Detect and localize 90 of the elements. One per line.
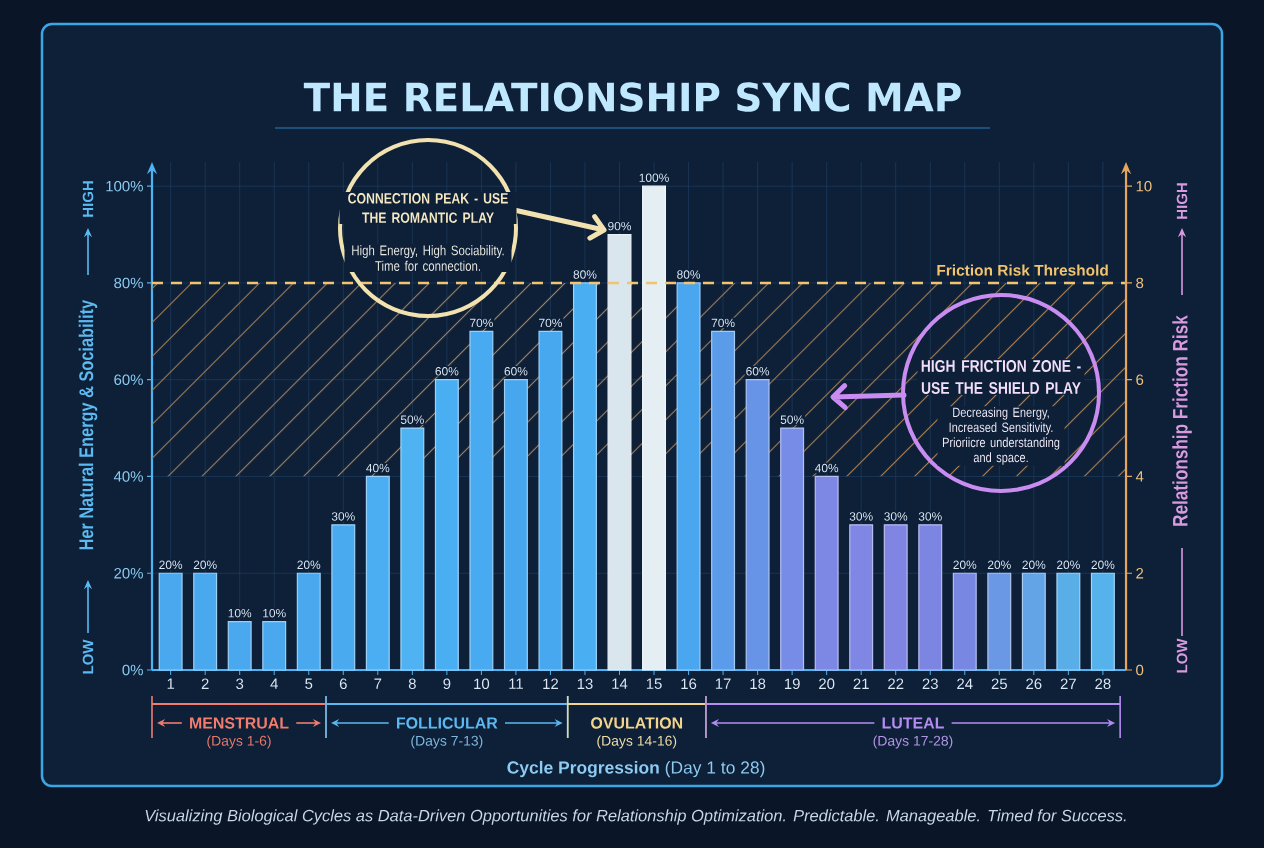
- data-label: 60%: [435, 367, 459, 376]
- x-tick-label: 7: [374, 678, 382, 689]
- data-label: 20%: [987, 560, 1011, 570]
- x-tick-label: 16: [681, 678, 697, 690]
- text: LOW: [1176, 638, 1188, 673]
- data-label: 100%: [639, 173, 669, 182]
- annotation: Decreasing Energy, Increased Sensitivity. Prioriicre understanding and space.: [942, 407, 1060, 465]
- data-label: 50%: [780, 415, 804, 424]
- text: HIGH: [82, 181, 94, 217]
- x-tick-label: 20: [819, 678, 835, 690]
- text: LUTEAL: [882, 717, 944, 729]
- data-label: 50%: [400, 415, 424, 424]
- data-label: 40%: [366, 463, 390, 473]
- x-tick-label: 24: [957, 678, 973, 689]
- data-label: 30%: [918, 512, 942, 521]
- text: FOLLICULAR: [397, 717, 498, 729]
- text: (Days 7-13): [411, 735, 483, 749]
- data-label: 20%: [1022, 560, 1046, 570]
- text: (Days 14-16): [597, 735, 677, 749]
- data-label: 20%: [193, 560, 217, 570]
- x-tick-label: 18: [750, 678, 766, 690]
- data-label: 70%: [470, 318, 493, 328]
- x-tick-label: 22: [888, 678, 904, 689]
- y-tick-label: 60%: [114, 374, 143, 385]
- y2-tick-label: 6: [1136, 374, 1144, 385]
- y-axis-title: Her Natural Energy & Sociability: [78, 299, 98, 550]
- data-label: 30%: [884, 512, 908, 521]
- data-label: 90%: [608, 221, 632, 231]
- data-label: 30%: [849, 512, 873, 521]
- chart-title: THE RELATIONSHIP SYNC MAP: [303, 82, 961, 112]
- data-label: 70%: [539, 318, 562, 328]
- data-label: 20%: [297, 560, 321, 570]
- x-tick-label: 21: [853, 678, 869, 689]
- annotation: HIGH FRICTION ZONE - USE THE SHIELD PLAY: [921, 359, 1081, 394]
- y-tick-label: 40%: [113, 471, 143, 482]
- x-axis-title: Cycle Progression (Day 1 to 28): [507, 760, 765, 778]
- text: Visualizing Biological Cycles as Data-Driven Opportunities for Relationship Optimization. Predictable. Manageable. Timed for Success.: [145, 809, 1126, 825]
- x-tick-label: 5: [305, 678, 313, 689]
- annotation: High Energy, High Sociability. Time for connection.: [352, 245, 504, 271]
- x-tick-label: 2: [201, 678, 209, 689]
- data-label: 10%: [228, 608, 252, 618]
- y2-tick-label: 2: [1136, 568, 1144, 579]
- x-tick-label: 25: [991, 678, 1007, 690]
- x-tick-label: 8: [408, 678, 416, 690]
- y2-axis-title: Relationship Friction Risk: [1172, 315, 1192, 526]
- x-tick-label: 15: [646, 678, 662, 689]
- annotation: CONNECTION PEAK - USE THE ROMANTIC PLAY: [348, 192, 508, 223]
- y2-tick-label: 8: [1136, 277, 1144, 289]
- text: LOW: [82, 639, 94, 674]
- y-tick-label: 0%: [122, 664, 143, 676]
- data-label: 10%: [263, 608, 286, 618]
- x-tick-label: 12: [543, 678, 558, 689]
- text: OVULATION: [591, 717, 683, 729]
- data-label: 40%: [814, 463, 839, 473]
- data-label: 20%: [1056, 560, 1080, 570]
- y2-tick-label: 4: [1135, 471, 1144, 482]
- data-label: 80%: [677, 270, 701, 279]
- y-tick-label: 100%: [106, 180, 143, 192]
- x-tick-label: 3: [236, 678, 244, 690]
- data-label: 20%: [953, 560, 977, 570]
- x-tick-label: 11: [509, 678, 523, 689]
- y-tick-label: 80%: [114, 277, 143, 289]
- text: MENSTRUAL: [190, 717, 289, 729]
- data-label: 60%: [746, 367, 770, 376]
- text: (Days 1-6): [207, 735, 271, 749]
- data-label: 80%: [573, 270, 597, 279]
- x-tick-label: 27: [1060, 678, 1076, 689]
- data-label: 20%: [1091, 560, 1115, 570]
- y2-tick-label: 10: [1136, 180, 1152, 192]
- x-tick-label: 14: [612, 678, 628, 689]
- x-tick-label: 19: [784, 678, 800, 690]
- x-tick-label: 23: [922, 678, 938, 690]
- y2-tick-label: 0: [1136, 664, 1144, 676]
- x-tick-label: 28: [1095, 678, 1111, 690]
- data-label: 20%: [159, 560, 183, 570]
- y-tick-label: 20%: [114, 567, 143, 579]
- x-tick-label: 9: [443, 678, 451, 690]
- data-label: 60%: [504, 367, 528, 376]
- x-tick-label: 26: [1026, 678, 1042, 690]
- x-tick-label: 4: [270, 678, 278, 689]
- x-tick-label: 10: [474, 678, 490, 690]
- data-label: 30%: [331, 512, 355, 521]
- data-label: 70%: [711, 318, 735, 328]
- x-tick-label: 6: [339, 678, 347, 690]
- x-tick-label: 17: [715, 678, 731, 689]
- x-tick-label: 1: [167, 678, 175, 689]
- x-tick-label: 13: [577, 678, 593, 690]
- text: (Days 17-28): [873, 735, 953, 749]
- text: HIGH: [1176, 183, 1188, 219]
- ref-line-label: Friction Risk Threshold: [937, 264, 1108, 276]
